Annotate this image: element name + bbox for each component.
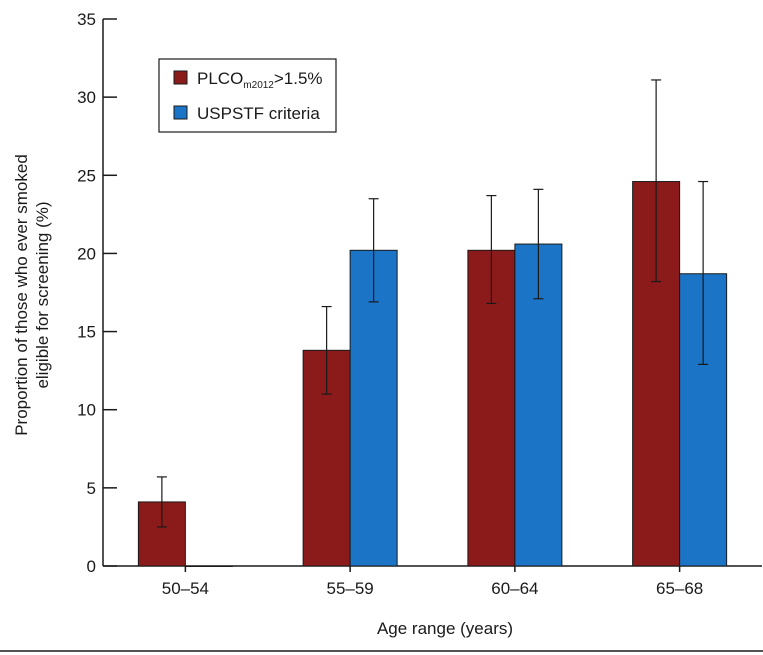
bar-uspstf (349, 249, 398, 567)
x-tick-label: 50–54 (162, 579, 209, 598)
x-tick-label: 60–64 (491, 579, 538, 598)
y-tick-label: 35 (77, 10, 96, 29)
legend: PLCOm2012>1.5% USPSTF criteria (158, 58, 337, 133)
y-tick-label: 20 (77, 244, 96, 263)
y-axis-title-line-1: Proportion of those who ever smoked (12, 154, 31, 436)
y-tick-label: 30 (77, 88, 96, 107)
y-tick-label: 10 (77, 401, 96, 420)
y-tick-label: 25 (77, 166, 96, 185)
x-axis: 50–54 55–59 60–64 65–68 (103, 565, 762, 598)
y-axis: 0 5 10 15 20 25 30 35 (77, 10, 117, 576)
bars (137, 181, 728, 567)
x-axis-title: Age range (years) (377, 619, 513, 638)
bar-uspstf (184, 565, 233, 567)
y-tick-label: 0 (87, 557, 96, 576)
y-axis-title-line-2: eligible for screening (%) (33, 201, 52, 388)
y-tick-label: 5 (87, 479, 96, 498)
legend-box (158, 58, 337, 133)
legend-label-uspstf: USPSTF criteria (197, 104, 320, 123)
x-tick-label: 65–68 (656, 579, 703, 598)
legend-swatch-uspstf (173, 105, 188, 120)
y-tick-label: 15 (77, 323, 96, 342)
error-bars (156, 79, 709, 528)
x-tick-label: 55–59 (326, 579, 373, 598)
legend-label-plco: PLCOm2012>1.5% (197, 69, 323, 91)
legend-swatch-plco (173, 70, 188, 85)
